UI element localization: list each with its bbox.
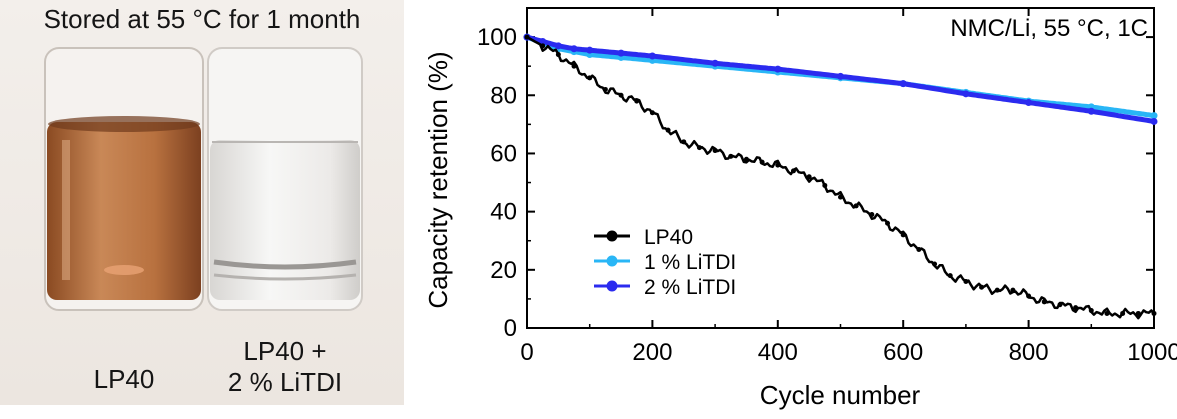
y-tick-label: 80 xyxy=(490,82,517,109)
data-point xyxy=(837,72,844,80)
data-point xyxy=(994,287,1000,293)
y-axis-label: Capacity retention (%) xyxy=(423,51,453,308)
data-point xyxy=(838,194,843,200)
data-point xyxy=(665,127,671,133)
data-point xyxy=(1150,112,1158,120)
data-point xyxy=(962,90,970,98)
x-tick-label: 400 xyxy=(758,339,798,366)
data-point xyxy=(681,139,687,145)
data-point xyxy=(899,80,907,88)
data-point xyxy=(1120,310,1126,316)
photo-caption: Stored at 55 °C for 1 month xyxy=(43,4,361,34)
legend-item: LP40 xyxy=(594,226,693,249)
data-point xyxy=(1057,302,1063,308)
data-point xyxy=(539,37,547,45)
y-tick-label: 0 xyxy=(504,315,517,342)
legend-swatch-marker xyxy=(606,280,618,292)
data-point xyxy=(602,86,608,92)
series-lp40 xyxy=(524,34,1157,320)
data-point xyxy=(586,46,594,54)
legend-label: 2 % LiTDI xyxy=(644,276,736,299)
data-point xyxy=(743,156,749,162)
series-2-litdi xyxy=(523,33,1158,125)
vials-photo xyxy=(0,0,404,405)
legend-swatch-marker xyxy=(606,255,618,267)
vial-lp40 xyxy=(44,47,204,311)
x-tick-label: 200 xyxy=(632,339,672,366)
data-point xyxy=(822,182,828,188)
legend-label: LP40 xyxy=(644,226,693,249)
y-tick-label: 20 xyxy=(490,257,517,284)
x-tick-label: 800 xyxy=(1009,339,1049,366)
x-tick-label: 0 xyxy=(520,339,533,366)
chart-axes: 0 200 400 600 800 1000 0 20 40 60 80 100 xyxy=(477,7,1177,366)
data-point xyxy=(806,174,812,180)
data-point xyxy=(1150,117,1158,125)
data-point xyxy=(947,273,953,279)
data-point xyxy=(555,52,561,58)
data-point xyxy=(711,59,719,67)
vial-right-label-line1: LP40 + xyxy=(243,336,327,366)
data-point xyxy=(774,65,782,73)
data-point xyxy=(1026,293,1032,299)
data-point xyxy=(963,278,969,284)
legend-swatch-marker xyxy=(606,230,618,242)
data-point xyxy=(1010,287,1016,293)
vial-lp40-litdi xyxy=(207,47,363,311)
data-point xyxy=(885,220,891,226)
x-tick-label: 1000 xyxy=(1127,339,1177,366)
data-point xyxy=(853,203,859,209)
data-point xyxy=(1025,99,1033,107)
vial-right-label-line2: 2 % LiTDI xyxy=(227,367,343,397)
data-point xyxy=(900,232,906,238)
chart-annotation: NMC/Li, 55 °C, 1C xyxy=(950,15,1148,42)
x-axis-label: Cycle number xyxy=(760,380,921,410)
legend-item: 1 % LiTDI xyxy=(594,251,736,274)
vial-right-label: LP40 + 2 % LiTDI xyxy=(206,336,364,398)
data-point xyxy=(587,75,593,81)
data-point xyxy=(1088,308,1094,314)
data-point xyxy=(1135,310,1141,316)
data-point xyxy=(618,92,624,98)
legend-item: 2 % LiTDI xyxy=(594,276,736,299)
data-point xyxy=(728,153,734,159)
x-tick-label: 600 xyxy=(883,339,923,366)
photo-panel: Stored at 55 °C for 1 month LP40 LP40 + … xyxy=(0,0,404,405)
data-point xyxy=(1104,310,1110,316)
legend-label: 1 % LiTDI xyxy=(644,251,736,274)
data-point xyxy=(571,63,577,69)
series-line xyxy=(526,35,1155,320)
data-point xyxy=(1041,299,1047,305)
data-point xyxy=(1087,107,1095,115)
data-point xyxy=(712,148,718,154)
vial-left-label: LP40 xyxy=(93,364,155,394)
chart-series xyxy=(523,33,1158,320)
data-point xyxy=(869,212,875,218)
data-point xyxy=(570,45,578,53)
data-point xyxy=(648,52,656,60)
data-point xyxy=(524,34,530,40)
data-point xyxy=(1073,305,1079,311)
data-point xyxy=(916,246,922,252)
data-point xyxy=(932,261,938,267)
data-point xyxy=(554,42,562,50)
y-tick-label: 100 xyxy=(477,24,517,51)
data-point xyxy=(617,49,625,57)
data-point xyxy=(540,43,546,49)
data-point xyxy=(790,168,796,174)
data-point xyxy=(1151,310,1157,316)
data-point xyxy=(759,159,765,165)
data-point xyxy=(979,284,985,290)
data-point xyxy=(649,110,655,116)
y-tick-label: 60 xyxy=(490,140,517,167)
y-tick-label: 40 xyxy=(490,199,517,226)
data-point xyxy=(696,145,702,151)
data-point xyxy=(634,98,640,104)
data-point xyxy=(775,162,781,168)
